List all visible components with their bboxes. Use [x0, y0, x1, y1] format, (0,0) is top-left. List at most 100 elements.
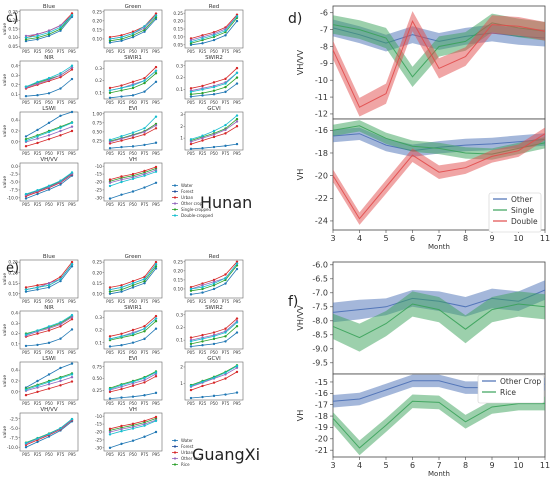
y-tick-label: 0.15: [173, 278, 183, 284]
data-point: [47, 284, 51, 287]
data-point: [154, 165, 158, 169]
data-point: [120, 332, 123, 335]
data-point: [224, 278, 227, 282]
data-point: [59, 321, 62, 324]
data-point: [201, 384, 204, 388]
data-point: [201, 395, 204, 399]
y-axis-label: value: [2, 125, 8, 138]
data-point: [70, 315, 74, 319]
x-tick-label: P95: [152, 452, 160, 457]
line-double: [332, 20, 546, 108]
x-tick-label: P75: [222, 49, 230, 54]
data-point: [224, 77, 227, 81]
x-tick-label: P75: [57, 202, 65, 207]
y-tick-label: -16: [315, 126, 328, 135]
y-tick-label: -9.5: [312, 359, 328, 368]
data-point: [70, 12, 74, 15]
y-tick-label: -10: [95, 414, 102, 420]
data-point: [143, 79, 146, 82]
y-axis-label: VH: [296, 410, 305, 422]
data-point: [59, 27, 62, 31]
x-tick-label: 9: [489, 234, 494, 243]
data-point: [212, 282, 216, 285]
data-point: [143, 186, 146, 189]
y-tick-label: 0.10: [92, 291, 102, 297]
subplot-title: EVI: [129, 356, 138, 362]
subplot-blue: [18, 259, 79, 299]
x-tick-label: P50: [210, 151, 218, 156]
data-point: [201, 337, 204, 341]
data-point: [59, 323, 62, 326]
line-double: [332, 133, 546, 220]
data-point: [154, 430, 158, 434]
data-point: [235, 317, 239, 320]
subplot-title: VH: [129, 157, 137, 163]
y-tick-label: 0.0: [11, 164, 18, 170]
y-tick-label: 0.3: [95, 66, 102, 72]
data-point: [47, 373, 51, 376]
data-point: [24, 94, 28, 98]
data-point: [108, 140, 112, 144]
data-point: [201, 136, 204, 140]
data-point: [235, 262, 239, 265]
x-tick-label: P75: [141, 452, 149, 457]
data-point: [154, 317, 158, 320]
data-point: [143, 26, 146, 30]
data-point: [108, 37, 112, 41]
data-point: [120, 284, 123, 287]
x-tick-label: P75: [57, 452, 65, 457]
data-point: [131, 94, 135, 97]
y-tick-label: -20: [95, 180, 102, 186]
y-tick-label: 0.1: [176, 338, 183, 344]
data-point: [212, 342, 216, 346]
x-tick-label: P75: [222, 350, 230, 355]
y-tick-label: -9: [320, 59, 328, 68]
subplot-title: LSWI: [42, 356, 56, 362]
panel-label-e: e): [6, 261, 19, 276]
data-point: [70, 373, 74, 376]
data-point: [47, 29, 51, 32]
data-point: [143, 279, 146, 283]
y-tick-label: -20: [95, 430, 102, 436]
data-point: [47, 341, 51, 345]
data-point: [108, 390, 112, 394]
data-point: [120, 344, 123, 347]
x-tick-label: P05: [187, 49, 195, 54]
x-tick-label: P25: [118, 151, 126, 156]
data-point: [201, 37, 204, 40]
data-point: [108, 286, 112, 289]
x-tick-label: P95: [233, 49, 241, 54]
y-tick-label: 0.1: [176, 87, 183, 93]
data-point: [189, 142, 193, 146]
data-point: [47, 380, 51, 384]
data-point: [47, 78, 51, 82]
subplot-vh-vv: [18, 412, 79, 452]
data-point: [201, 380, 204, 384]
y-tick-label: 0.2: [95, 328, 102, 334]
data-point: [36, 32, 39, 36]
x-tick-label: P95: [68, 452, 76, 457]
data-point: [36, 288, 39, 291]
data-point: [47, 188, 51, 191]
data-point: [224, 327, 227, 330]
x-tick-label: P25: [199, 350, 207, 355]
x-tick-label: P50: [129, 202, 137, 207]
y-tick-label: 0.75: [92, 120, 102, 126]
y-tick-label: 0.20: [173, 268, 183, 274]
x-tick-label: P25: [34, 202, 42, 207]
data-point: [47, 137, 51, 141]
y-tick-label: 0.2: [11, 82, 18, 88]
y-tick-label: -8.0: [312, 317, 328, 326]
data-point: [143, 325, 146, 328]
data-point: [36, 94, 39, 97]
x-tick-label: P50: [129, 151, 137, 156]
y-tick-label: 0.20: [92, 270, 102, 276]
data-point: [36, 384, 39, 388]
data-point: [235, 391, 239, 394]
x-tick-label: P95: [68, 299, 76, 304]
y-tick-label: 0.3: [11, 73, 18, 79]
data-point: [131, 282, 135, 285]
subplot-nir: [18, 310, 79, 350]
y-tick-label: 0.50: [92, 376, 102, 382]
y-tick-label: -11: [315, 93, 328, 102]
